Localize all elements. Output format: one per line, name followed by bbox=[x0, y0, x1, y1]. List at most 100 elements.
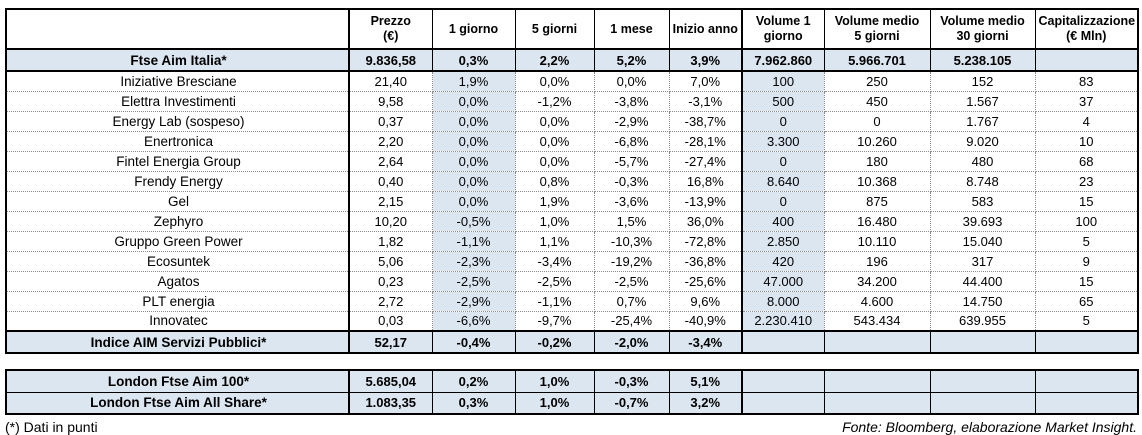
cell-value: -0,2% bbox=[514, 330, 595, 354]
cell-value: 1,0% bbox=[514, 369, 595, 393]
cell-value: 44.400 bbox=[929, 270, 1036, 292]
cell-value: 0,0% bbox=[514, 130, 595, 152]
cell-value: -2,5% bbox=[593, 270, 670, 292]
cell-value: 1.083,35 bbox=[348, 391, 433, 415]
cell-value: -3,4% bbox=[514, 250, 595, 272]
cell-value: 5 bbox=[1034, 310, 1139, 332]
cell-value: 8.748 bbox=[929, 170, 1036, 192]
cell-value: 0,3% bbox=[431, 48, 516, 72]
london-ftse-aim-table: London Ftse Aim 100* 5.685,04 0,2% 1,0% -0,3… bbox=[5, 369, 1139, 415]
cell-value bbox=[823, 391, 931, 415]
cell-value: 10.110 bbox=[823, 230, 931, 252]
cell-value: 15 bbox=[1034, 190, 1139, 212]
cell-value: -2,9% bbox=[593, 110, 670, 132]
cell-value: 2.230.410 bbox=[741, 310, 825, 332]
cell-value: 5,1% bbox=[668, 369, 743, 393]
cell-value: -38,7% bbox=[668, 110, 743, 132]
cell-value: -1,2% bbox=[514, 90, 595, 112]
cell-value: -3,1% bbox=[668, 90, 743, 112]
row-name: London Ftse Aim All Share* bbox=[5, 391, 350, 415]
cell-value: 14.750 bbox=[929, 290, 1036, 312]
cell-value: 7.962.860 bbox=[741, 48, 825, 72]
cell-value: 39.693 bbox=[929, 210, 1036, 232]
cell-value: 317 bbox=[929, 250, 1036, 272]
cell-value bbox=[823, 369, 931, 393]
index-row: Ftse Aim Italia* 9.836,58 0,3% 2,2% 5,2% 3,9%… bbox=[5, 48, 1139, 72]
cell-value: 34.200 bbox=[823, 270, 931, 292]
cell-value: 8.640 bbox=[741, 170, 825, 192]
cell-value: 0,2% bbox=[431, 369, 516, 393]
stock-row: Gruppo Green Power 1,82 -1,1% 1,1% -10,3% -72… bbox=[5, 230, 1139, 252]
stock-row: Frendy Energy 0,40 0,0% 0,8% -0,3% 16,8% 8.640… bbox=[5, 170, 1139, 192]
cell-value: -13,9% bbox=[668, 190, 743, 212]
row-name: London Ftse Aim 100* bbox=[5, 369, 350, 393]
stock-row: Elettra Investimenti 9,58 0,0% -1,2% -3,8% -3… bbox=[5, 90, 1139, 112]
row-name: Ecosuntek bbox=[5, 250, 350, 272]
cell-value: -1,1% bbox=[431, 230, 516, 252]
cell-value: 5 bbox=[1034, 230, 1139, 252]
row-name: Zephyro bbox=[5, 210, 350, 232]
stock-row: Gel 2,15 0,0% 1,9% -3,6% -13,9% 0 875 583 15 bbox=[5, 190, 1139, 212]
cell-value: 0,3% bbox=[431, 391, 516, 415]
cell-value: 400 bbox=[741, 210, 825, 232]
1-giorno-column-header: 1 giorno bbox=[431, 8, 516, 50]
cell-value: 9.020 bbox=[929, 130, 1036, 152]
index-row: London Ftse Aim All Share* 1.083,35 0,3% 1,… bbox=[5, 391, 1139, 415]
row-name: Frendy Energy bbox=[5, 170, 350, 192]
london-table-body: London Ftse Aim 100* 5.685,04 0,2% 1,0% -0,3… bbox=[5, 369, 1139, 415]
cell-value: 250 bbox=[823, 70, 931, 92]
cell-value: 2,20 bbox=[348, 130, 433, 152]
cell-value: 1.567 bbox=[929, 90, 1036, 112]
cell-value: 1,0% bbox=[514, 210, 595, 232]
cell-value: 1,1% bbox=[514, 230, 595, 252]
cell-value: -40,9% bbox=[668, 310, 743, 332]
cell-value bbox=[929, 391, 1036, 415]
aim-italia-energy-table: Prezzo (€) 1 giorno 5 giorni 1 mese Inizio an… bbox=[5, 8, 1139, 354]
row-name: Enertronica bbox=[5, 130, 350, 152]
source-credit: Fonte: Bloomberg, elaborazione Market In… bbox=[842, 419, 1137, 435]
cell-value: 639.955 bbox=[929, 310, 1036, 332]
cell-value: -2,5% bbox=[514, 270, 595, 292]
cell-value: 47.000 bbox=[741, 270, 825, 292]
cell-value: 0,0% bbox=[514, 110, 595, 132]
cell-value bbox=[741, 330, 825, 354]
cell-value: 0,0% bbox=[431, 170, 516, 192]
cell-value: 0,0% bbox=[431, 130, 516, 152]
cell-value: -3,4% bbox=[668, 330, 743, 354]
cell-value: 420 bbox=[741, 250, 825, 272]
cell-value: 152 bbox=[929, 70, 1036, 92]
cell-value: 7,0% bbox=[668, 70, 743, 92]
cell-value: 2,72 bbox=[348, 290, 433, 312]
cell-value: -0,5% bbox=[431, 210, 516, 232]
cell-value bbox=[929, 330, 1036, 354]
cell-value: -6,8% bbox=[593, 130, 670, 152]
cell-value: 180 bbox=[823, 150, 931, 172]
cell-value: 0,0% bbox=[431, 90, 516, 112]
index-row: Indice AIM Servizi Pubblici* 52,17 -0,4% -0… bbox=[5, 330, 1139, 354]
cell-value bbox=[741, 391, 825, 415]
cell-value: 543.434 bbox=[823, 310, 931, 332]
cell-value bbox=[1034, 391, 1139, 415]
cell-value: 1,82 bbox=[348, 230, 433, 252]
cell-value: 0 bbox=[741, 150, 825, 172]
cell-value: 21,40 bbox=[348, 70, 433, 92]
cell-value: -0,4% bbox=[431, 330, 516, 354]
stock-row: Fintel Energia Group 2,64 0,0% 0,0% -5,7% -27… bbox=[5, 150, 1139, 172]
cell-value: 0,0% bbox=[514, 70, 595, 92]
5-giorni-column-header: 5 giorni bbox=[514, 8, 595, 50]
cell-value: 9,6% bbox=[668, 290, 743, 312]
capitalizzazione-column-header: Capitalizzazione (€ Mln) bbox=[1034, 8, 1139, 50]
cell-value: 100 bbox=[741, 70, 825, 92]
cell-value: 1.767 bbox=[929, 110, 1036, 132]
cell-value: 2,15 bbox=[348, 190, 433, 212]
cell-value: 875 bbox=[823, 190, 931, 212]
cell-value: 52,17 bbox=[348, 330, 433, 354]
row-name: Fintel Energia Group bbox=[5, 150, 350, 172]
cell-value: 5.685,04 bbox=[348, 369, 433, 393]
volume-medio-5-giorni-column-header: Volume medio 5 giorni bbox=[823, 8, 931, 50]
cell-value: -9,7% bbox=[514, 310, 595, 332]
cell-value: 480 bbox=[929, 150, 1036, 172]
stock-row: Iniziative Bresciane 21,40 1,9% 0,0% 0,0% 7,0… bbox=[5, 70, 1139, 92]
cell-value: 3.300 bbox=[741, 130, 825, 152]
